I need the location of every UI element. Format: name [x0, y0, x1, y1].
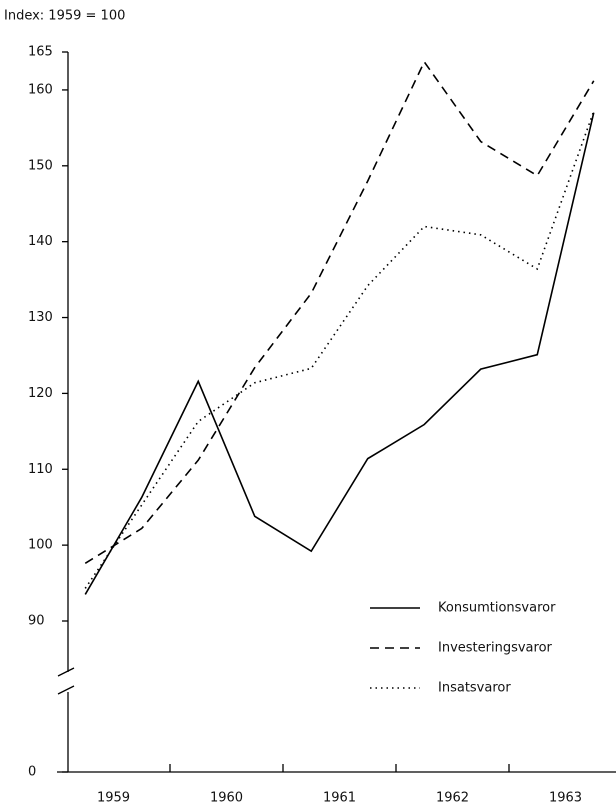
y-tick-label: 90 [28, 614, 45, 629]
series-line [84, 112, 595, 595]
axis-break [57, 685, 75, 695]
x-tick-label: 1959 [97, 791, 130, 806]
axis-break [57, 667, 75, 677]
legend-label: Investeringsvaror [438, 641, 553, 656]
y-tick-label: 160 [28, 82, 53, 97]
chart-title: Index: 1959 = 100 [4, 9, 125, 24]
legend-label: Konsumtionsvaror [438, 601, 556, 616]
y-tick-label: 165 [28, 45, 53, 60]
series-line [84, 60, 595, 565]
y-tick-label: 130 [28, 310, 53, 325]
x-tick-label: 1963 [549, 791, 582, 806]
y-tick-label: 120 [28, 386, 53, 401]
series-line [84, 110, 595, 589]
legend-label: Insatsvaror [438, 681, 511, 696]
x-tick-label: 1960 [210, 791, 243, 806]
y-tick-label: 140 [28, 234, 53, 249]
y-tick-label: 100 [28, 538, 53, 553]
y-tick-label: 0 [28, 765, 36, 780]
x-tick-label: 1962 [436, 791, 469, 806]
x-tick-label: 1961 [323, 791, 356, 806]
y-tick-label: 110 [28, 462, 53, 477]
y-tick-label: 150 [28, 158, 53, 173]
